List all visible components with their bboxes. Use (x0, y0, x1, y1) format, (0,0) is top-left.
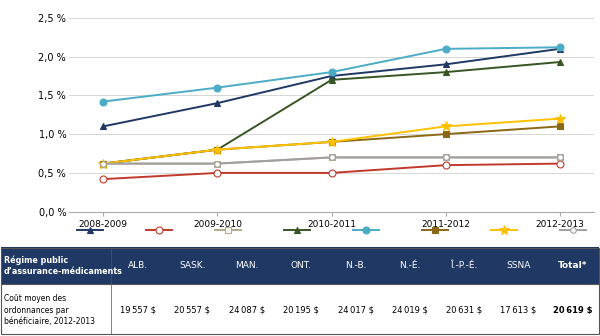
Text: N.-É.: N.-É. (399, 261, 421, 270)
Text: 19 557 $: 19 557 $ (120, 306, 156, 315)
Bar (1, 247, 599, 284)
Text: Régime public
d’assurance-médicaments: Régime public d’assurance-médicaments (4, 256, 122, 276)
Text: 20 557 $: 20 557 $ (175, 306, 211, 315)
Text: 17 613 $: 17 613 $ (500, 306, 536, 315)
Text: Total*: Total* (558, 261, 587, 270)
Text: Coût moyen des
ordonnances par
bénéficiaire, 2012-2013: Coût moyen des ordonnances par bénéficia… (4, 294, 95, 327)
Text: Î.-P.-É.: Î.-P.-É. (451, 261, 478, 270)
Text: 20 195 $: 20 195 $ (283, 306, 319, 315)
Text: N.-B.: N.-B. (345, 261, 366, 270)
Text: 24 017 $: 24 017 $ (337, 306, 373, 315)
Text: 20 631 $: 20 631 $ (446, 306, 482, 315)
Text: 20 619 $: 20 619 $ (553, 306, 593, 315)
Text: MAN.: MAN. (235, 261, 259, 270)
Text: ONT.: ONT. (291, 261, 311, 270)
Text: SASK.: SASK. (179, 261, 206, 270)
Text: SSNA: SSNA (506, 261, 530, 270)
Text: 24 087 $: 24 087 $ (229, 306, 265, 315)
Text: 24 019 $: 24 019 $ (392, 306, 428, 315)
Text: ALB.: ALB. (128, 261, 148, 270)
